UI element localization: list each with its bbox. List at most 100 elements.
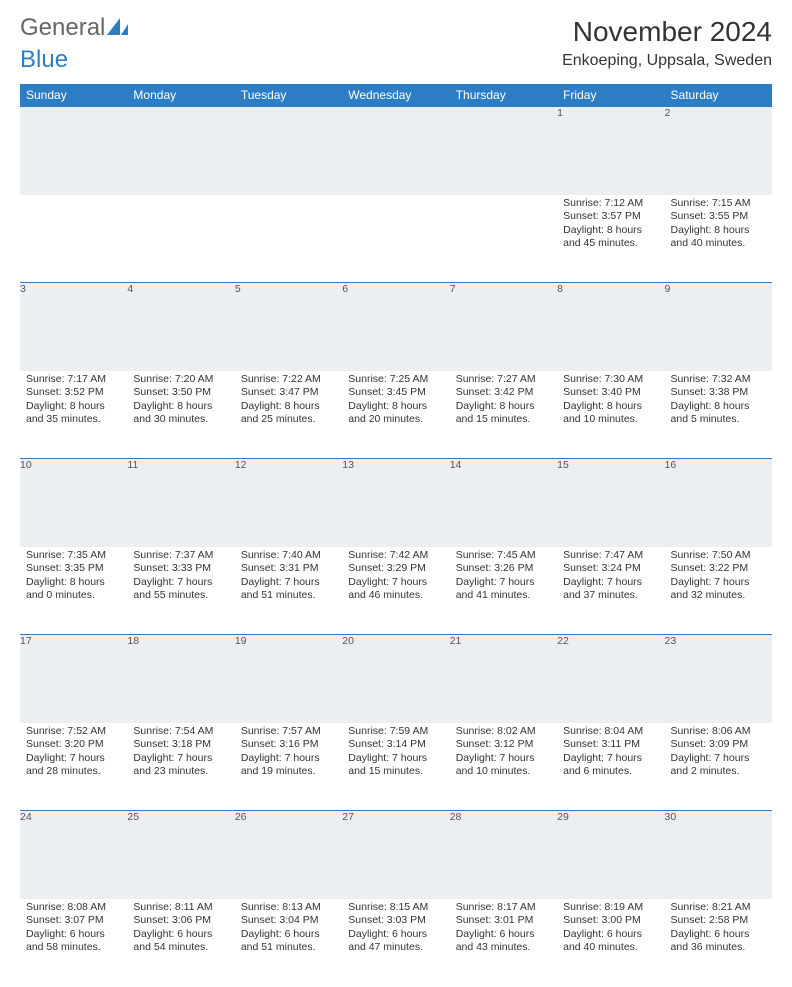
day-cell: Sunrise: 7:37 AMSunset: 3:33 PMDaylight:… (127, 547, 234, 635)
day-num: 4 (127, 283, 234, 371)
day-cell: Sunrise: 8:11 AMSunset: 3:06 PMDaylight:… (127, 899, 234, 987)
day-cell: Sunrise: 7:20 AMSunset: 3:50 PMDaylight:… (127, 371, 234, 459)
day-num: 1 (557, 107, 664, 195)
day-cell: Sunrise: 7:35 AMSunset: 3:35 PMDaylight:… (20, 547, 127, 635)
day-cell (342, 195, 449, 283)
day-text (127, 195, 234, 201)
day-cell: Sunrise: 8:08 AMSunset: 3:07 PMDaylight:… (20, 899, 127, 987)
week-0-content: Sunrise: 7:12 AMSunset: 3:57 PMDaylight:… (20, 195, 772, 283)
day-cell: Sunrise: 7:40 AMSunset: 3:31 PMDaylight:… (235, 547, 342, 635)
week-0-nums: 12 (20, 107, 772, 195)
day-text: Sunrise: 7:27 AMSunset: 3:42 PMDaylight:… (450, 371, 557, 432)
day-cell: Sunrise: 8:15 AMSunset: 3:03 PMDaylight:… (342, 899, 449, 987)
header: GeneralBlue November 2024 Enkoeping, Upp… (20, 16, 772, 72)
day-cell: Sunrise: 7:52 AMSunset: 3:20 PMDaylight:… (20, 723, 127, 811)
day-cell: Sunrise: 7:45 AMSunset: 3:26 PMDaylight:… (450, 547, 557, 635)
day-text: Sunrise: 7:20 AMSunset: 3:50 PMDaylight:… (127, 371, 234, 432)
col-wednesday: Wednesday (342, 84, 449, 107)
week-2-content: Sunrise: 7:35 AMSunset: 3:35 PMDaylight:… (20, 547, 772, 635)
logo: GeneralBlue (20, 16, 129, 72)
day-num: 17 (20, 635, 127, 723)
day-num (127, 107, 234, 195)
logo-text-1: General (20, 14, 105, 41)
day-num: 25 (127, 811, 234, 899)
day-cell: Sunrise: 7:15 AMSunset: 3:55 PMDaylight:… (665, 195, 772, 283)
day-text: Sunrise: 8:21 AMSunset: 2:58 PMDaylight:… (665, 899, 772, 960)
col-tuesday: Tuesday (235, 84, 342, 107)
day-num: 14 (450, 459, 557, 547)
col-saturday: Saturday (665, 84, 772, 107)
day-cell: Sunrise: 7:22 AMSunset: 3:47 PMDaylight:… (235, 371, 342, 459)
calendar-table: Sunday Monday Tuesday Wednesday Thursday… (20, 84, 772, 987)
day-cell: Sunrise: 8:21 AMSunset: 2:58 PMDaylight:… (665, 899, 772, 987)
day-num: 29 (557, 811, 664, 899)
day-cell: Sunrise: 8:17 AMSunset: 3:01 PMDaylight:… (450, 899, 557, 987)
day-num: 8 (557, 283, 664, 371)
logo-sail-icon (107, 16, 129, 40)
day-num: 18 (127, 635, 234, 723)
day-cell: Sunrise: 8:06 AMSunset: 3:09 PMDaylight:… (665, 723, 772, 811)
week-1-nums: 3456789 (20, 283, 772, 371)
day-text: Sunrise: 8:02 AMSunset: 3:12 PMDaylight:… (450, 723, 557, 784)
day-num (20, 107, 127, 195)
day-cell: Sunrise: 7:59 AMSunset: 3:14 PMDaylight:… (342, 723, 449, 811)
day-text: Sunrise: 7:47 AMSunset: 3:24 PMDaylight:… (557, 547, 664, 608)
day-cell: Sunrise: 8:13 AMSunset: 3:04 PMDaylight:… (235, 899, 342, 987)
day-num: 9 (665, 283, 772, 371)
week-4-content: Sunrise: 8:08 AMSunset: 3:07 PMDaylight:… (20, 899, 772, 987)
day-num: 13 (342, 459, 449, 547)
week-4-nums: 24252627282930 (20, 811, 772, 899)
week-2-nums: 10111213141516 (20, 459, 772, 547)
day-num (235, 107, 342, 195)
day-text: Sunrise: 8:08 AMSunset: 3:07 PMDaylight:… (20, 899, 127, 960)
col-friday: Friday (557, 84, 664, 107)
day-text: Sunrise: 7:40 AMSunset: 3:31 PMDaylight:… (235, 547, 342, 608)
day-num: 20 (342, 635, 449, 723)
day-num: 10 (20, 459, 127, 547)
day-cell: Sunrise: 7:50 AMSunset: 3:22 PMDaylight:… (665, 547, 772, 635)
day-cell: Sunrise: 7:25 AMSunset: 3:45 PMDaylight:… (342, 371, 449, 459)
day-text: Sunrise: 8:15 AMSunset: 3:03 PMDaylight:… (342, 899, 449, 960)
day-num: 15 (557, 459, 664, 547)
day-text: Sunrise: 7:12 AMSunset: 3:57 PMDaylight:… (557, 195, 664, 256)
day-num: 3 (20, 283, 127, 371)
day-text (450, 195, 557, 201)
col-monday: Monday (127, 84, 234, 107)
day-num: 23 (665, 635, 772, 723)
day-text: Sunrise: 8:13 AMSunset: 3:04 PMDaylight:… (235, 899, 342, 960)
day-text: Sunrise: 7:25 AMSunset: 3:45 PMDaylight:… (342, 371, 449, 432)
day-text: Sunrise: 7:32 AMSunset: 3:38 PMDaylight:… (665, 371, 772, 432)
day-num: 2 (665, 107, 772, 195)
week-3-content: Sunrise: 7:52 AMSunset: 3:20 PMDaylight:… (20, 723, 772, 811)
day-cell: Sunrise: 7:32 AMSunset: 3:38 PMDaylight:… (665, 371, 772, 459)
day-text: Sunrise: 7:54 AMSunset: 3:18 PMDaylight:… (127, 723, 234, 784)
day-cell (235, 195, 342, 283)
day-text: Sunrise: 7:45 AMSunset: 3:26 PMDaylight:… (450, 547, 557, 608)
day-cell: Sunrise: 7:30 AMSunset: 3:40 PMDaylight:… (557, 371, 664, 459)
month-title: November 2024 (562, 16, 772, 48)
day-text: Sunrise: 8:11 AMSunset: 3:06 PMDaylight:… (127, 899, 234, 960)
day-cell: Sunrise: 7:42 AMSunset: 3:29 PMDaylight:… (342, 547, 449, 635)
day-cell: Sunrise: 7:57 AMSunset: 3:16 PMDaylight:… (235, 723, 342, 811)
day-num: 11 (127, 459, 234, 547)
day-cell (450, 195, 557, 283)
day-num: 24 (20, 811, 127, 899)
day-num: 26 (235, 811, 342, 899)
day-cell: Sunrise: 8:04 AMSunset: 3:11 PMDaylight:… (557, 723, 664, 811)
day-num: 21 (450, 635, 557, 723)
day-text: Sunrise: 7:37 AMSunset: 3:33 PMDaylight:… (127, 547, 234, 608)
day-text: Sunrise: 8:19 AMSunset: 3:00 PMDaylight:… (557, 899, 664, 960)
day-num: 6 (342, 283, 449, 371)
day-text: Sunrise: 7:30 AMSunset: 3:40 PMDaylight:… (557, 371, 664, 432)
day-num: 5 (235, 283, 342, 371)
day-text: Sunrise: 7:42 AMSunset: 3:29 PMDaylight:… (342, 547, 449, 608)
day-num: 12 (235, 459, 342, 547)
day-text: Sunrise: 7:59 AMSunset: 3:14 PMDaylight:… (342, 723, 449, 784)
day-cell: Sunrise: 8:02 AMSunset: 3:12 PMDaylight:… (450, 723, 557, 811)
day-cell (20, 195, 127, 283)
title-block: November 2024 Enkoeping, Uppsala, Sweden (562, 16, 772, 70)
day-cell: Sunrise: 7:47 AMSunset: 3:24 PMDaylight:… (557, 547, 664, 635)
day-num: 27 (342, 811, 449, 899)
day-cell: Sunrise: 8:19 AMSunset: 3:00 PMDaylight:… (557, 899, 664, 987)
day-num: 19 (235, 635, 342, 723)
